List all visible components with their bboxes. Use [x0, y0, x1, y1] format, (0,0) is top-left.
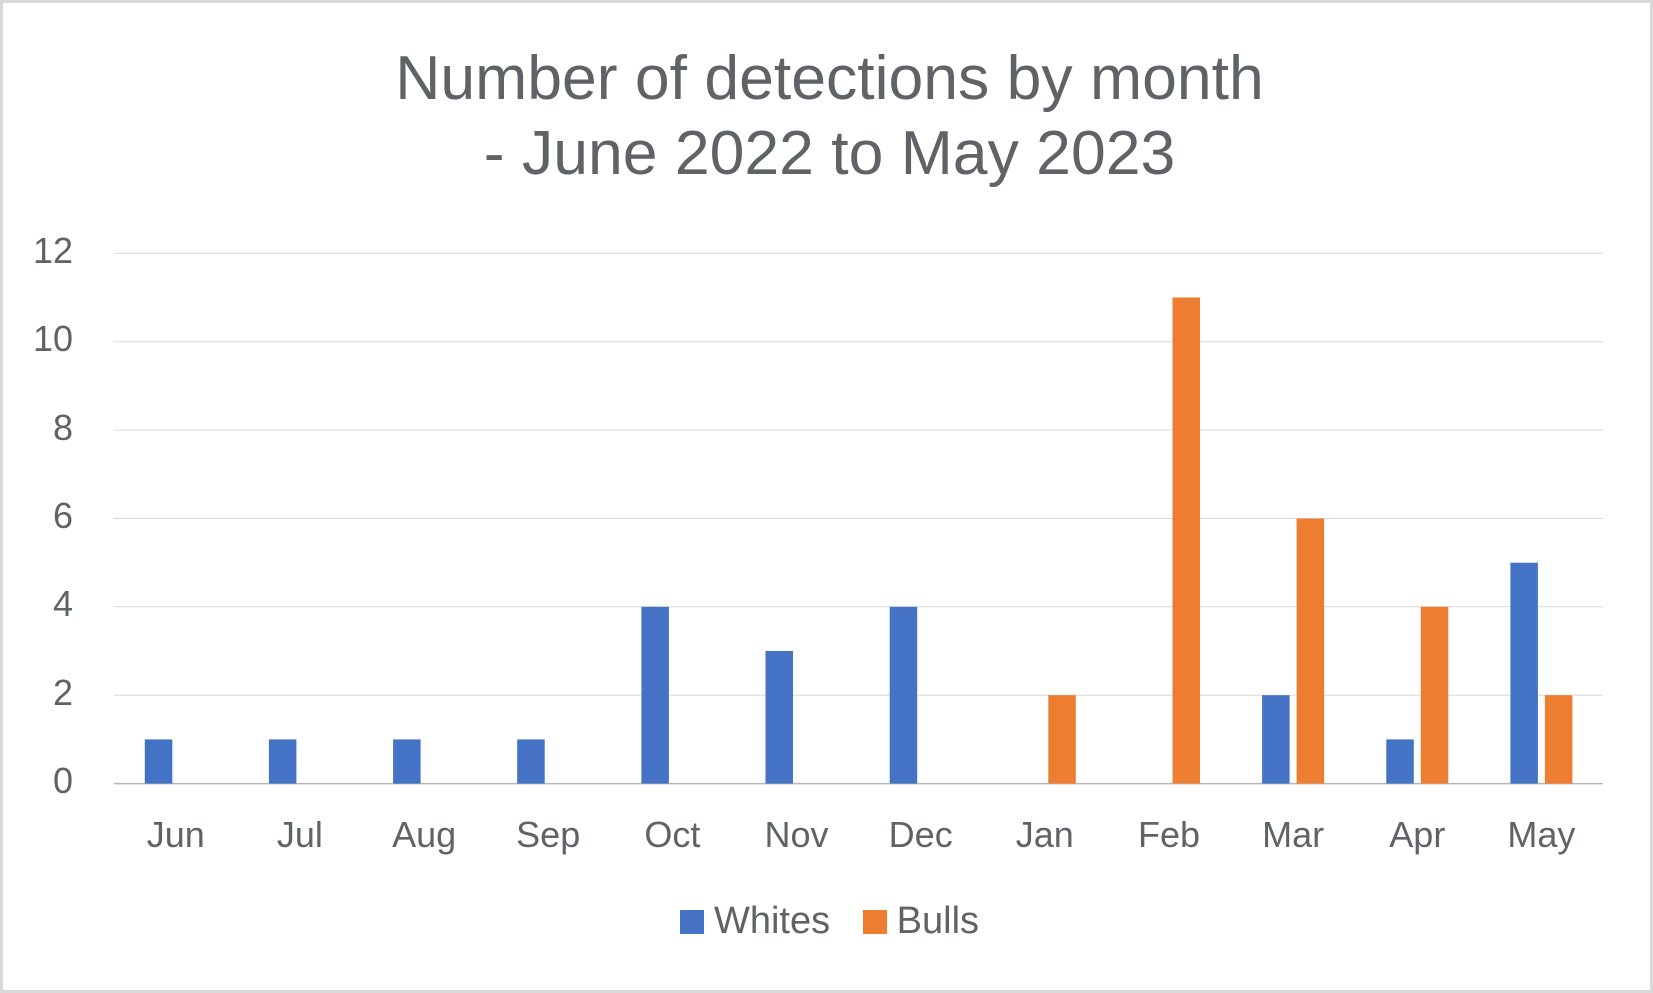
svg-text:Feb: Feb [1138, 814, 1200, 855]
svg-text:8: 8 [53, 407, 73, 448]
svg-text:Jan: Jan [1016, 814, 1074, 855]
svg-text:0: 0 [53, 760, 73, 801]
svg-text:4: 4 [53, 583, 73, 624]
svg-text:Mar: Mar [1262, 814, 1324, 855]
svg-text:10: 10 [33, 318, 73, 359]
svg-text:Jul: Jul [277, 814, 323, 855]
svg-text:Oct: Oct [644, 814, 700, 855]
svg-text:Sep: Sep [516, 814, 580, 855]
svg-text:Nov: Nov [764, 814, 828, 855]
svg-text:12: 12 [33, 230, 73, 271]
svg-text:Jun: Jun [147, 814, 205, 855]
svg-text:Dec: Dec [889, 814, 953, 855]
svg-text:6: 6 [53, 495, 73, 536]
svg-text:2: 2 [53, 672, 73, 713]
svg-text:May: May [1507, 814, 1575, 855]
svg-text:Apr: Apr [1389, 814, 1445, 855]
svg-text:Aug: Aug [392, 814, 456, 855]
